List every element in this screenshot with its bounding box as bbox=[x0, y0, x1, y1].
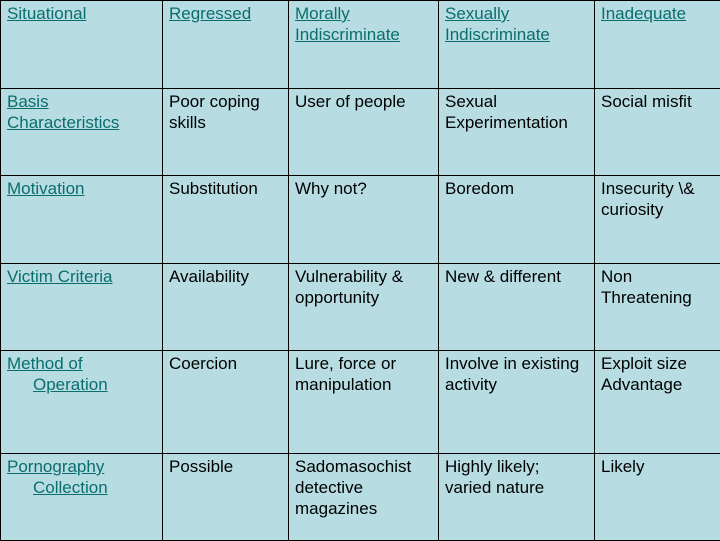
table-cell: Substitution bbox=[163, 176, 289, 264]
header-inadequate[interactable]: Inadequate bbox=[595, 1, 720, 89]
table-cell: Boredom bbox=[439, 176, 595, 264]
table-cell: New & different bbox=[439, 264, 595, 351]
table-row: Situational Regressed Morally Indiscrimi… bbox=[1, 1, 720, 89]
header-sexually-indiscriminate[interactable]: Sexually Indiscriminate bbox=[439, 1, 595, 89]
row-label-pornography-collection[interactable]: Pornography Collection bbox=[1, 454, 163, 541]
table-cell: Coercion bbox=[163, 351, 289, 454]
row-label-method-of-operation[interactable]: Method of Operation bbox=[1, 351, 163, 454]
table-row: Method of Operation Coercion Lure, force… bbox=[1, 351, 720, 454]
table-cell: Exploit size Advantage bbox=[595, 351, 720, 454]
table-row: Victim Criteria Availability Vulnerabili… bbox=[1, 264, 720, 351]
table-cell: Likely bbox=[595, 454, 720, 541]
table-cell: Insecurity \& curiosity bbox=[595, 176, 720, 264]
table-cell: Involve in existing activity bbox=[439, 351, 595, 454]
row-label-line: Collection bbox=[7, 477, 156, 498]
table-cell: Poor coping skills bbox=[163, 89, 289, 176]
table-cell: Why not? bbox=[289, 176, 439, 264]
table-row: Pornography Collection Possible Sadomaso… bbox=[1, 454, 720, 541]
row-label-victim-criteria[interactable]: Victim Criteria bbox=[1, 264, 163, 351]
table-cell: Social misfit bbox=[595, 89, 720, 176]
header-situational[interactable]: Situational bbox=[1, 1, 163, 89]
row-label-line: Method of bbox=[7, 354, 83, 373]
table-cell: Highly likely; varied nature bbox=[439, 454, 595, 541]
row-label-line: Operation bbox=[7, 374, 156, 395]
row-label-line: Pornography bbox=[7, 457, 104, 476]
row-label-basis-characteristics[interactable]: Basis Characteristics bbox=[1, 89, 163, 176]
row-label-motivation[interactable]: Motivation bbox=[1, 176, 163, 264]
table-row: Motivation Substitution Why not? Boredom… bbox=[1, 176, 720, 264]
table-cell: Sadomasochist detective magazines bbox=[289, 454, 439, 541]
table-cell: Non Threatening bbox=[595, 264, 720, 351]
table-row: Basis Characteristics Poor coping skills… bbox=[1, 89, 720, 176]
table-cell: Sexual Experimentation bbox=[439, 89, 595, 176]
table-cell: Lure, force or manipulation bbox=[289, 351, 439, 454]
table-cell: Possible bbox=[163, 454, 289, 541]
header-morally-indiscriminate[interactable]: Morally Indiscriminate bbox=[289, 1, 439, 89]
header-regressed[interactable]: Regressed bbox=[163, 1, 289, 89]
table-cell: User of people bbox=[289, 89, 439, 176]
table-cell: Vulnerability & opportunity bbox=[289, 264, 439, 351]
table-cell: Availability bbox=[163, 264, 289, 351]
